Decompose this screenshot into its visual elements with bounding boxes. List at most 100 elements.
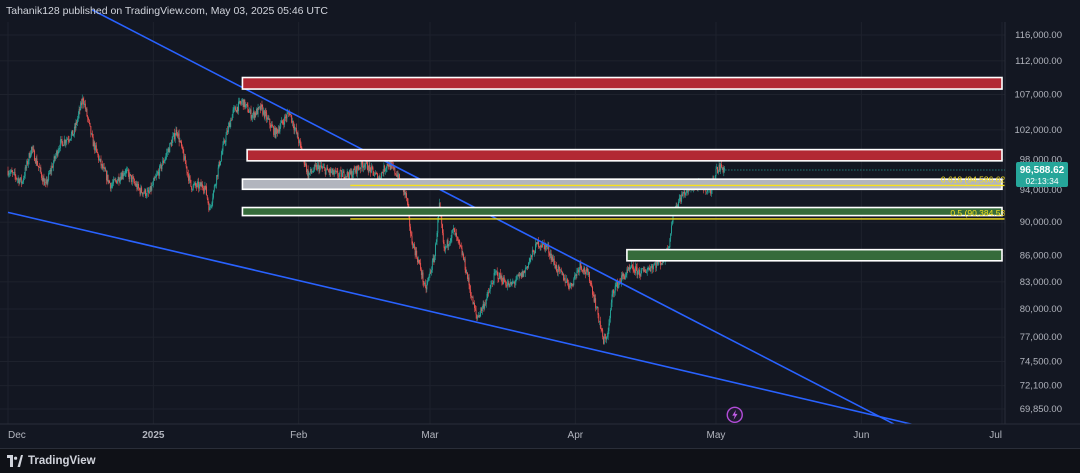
candle-body (624, 276, 626, 279)
candle-body (626, 269, 628, 275)
candle-body (627, 269, 629, 271)
candle-body (113, 179, 114, 184)
candle-body (9, 173, 11, 175)
candle-body (435, 244, 436, 257)
candle-body (299, 140, 301, 144)
fib-label: 0.618 (94,586.62) (941, 174, 1008, 184)
candle-body (582, 271, 584, 272)
candle-body (23, 175, 25, 178)
candle-body (653, 264, 655, 266)
candle-body (205, 185, 207, 187)
candle-body (116, 180, 118, 184)
candle-body (267, 117, 269, 120)
candle-body (60, 139, 62, 141)
candle-body (101, 164, 103, 166)
candle-body (163, 160, 165, 163)
candle-body (679, 198, 681, 199)
candle-body (381, 172, 382, 178)
candle-body (191, 186, 193, 190)
candle-body (397, 174, 399, 180)
candle-body (651, 266, 653, 267)
candle-body (527, 266, 529, 268)
candle-body (46, 179, 48, 184)
candle-body (396, 174, 398, 177)
candle-body (239, 101, 241, 104)
candle-body (556, 265, 558, 272)
candle-body (460, 244, 461, 247)
candle-body (284, 116, 286, 118)
candle-body (70, 138, 71, 140)
candle-body (312, 171, 314, 173)
candle-body (215, 184, 217, 186)
candle-body (586, 268, 588, 271)
candle-body (517, 275, 519, 277)
candle-body (295, 127, 297, 129)
candle-body (394, 167, 396, 174)
candle-body (671, 222, 673, 226)
price-tick-label: 102,000.00 (1014, 125, 1062, 136)
time-tick-label: Jul (989, 430, 1002, 441)
candle-body (644, 269, 646, 272)
candle-body (238, 101, 240, 102)
candle-body (678, 201, 679, 207)
candle-body (492, 283, 493, 284)
candle-body (520, 273, 522, 278)
candle-body (433, 258, 435, 262)
price-tick-label: 90,000.00 (1020, 217, 1062, 228)
candle-body (592, 294, 594, 296)
candle-body (320, 165, 322, 168)
candle-body (597, 306, 599, 315)
candle-body (159, 164, 161, 166)
candle-body (34, 160, 36, 163)
candle-body (426, 283, 428, 290)
candle-body (170, 142, 171, 144)
price-chart[interactable]: 0.618 (94,586.62) 0.5 (90,384.53) 116,000.… (0, 0, 1080, 448)
candle-body (560, 269, 561, 271)
candle-body (194, 182, 196, 185)
tradingview-brand[interactable]: TradingView (28, 455, 96, 467)
candle-body (123, 173, 125, 175)
candle-body (98, 159, 100, 161)
candle-body (498, 278, 500, 280)
candle-body (563, 277, 565, 281)
candle-body (622, 273, 624, 277)
candle-body (105, 170, 107, 172)
candle-body (544, 244, 546, 250)
candle-body (393, 167, 395, 169)
candle-body (193, 184, 195, 185)
candle-body (129, 174, 131, 180)
tradingview-logo-icon[interactable] (7, 455, 23, 467)
candle-body (191, 189, 193, 191)
candle-body (615, 284, 617, 287)
candle-body (274, 127, 275, 135)
candle-body (266, 117, 268, 120)
candle-body (131, 177, 133, 182)
candle-body (370, 167, 372, 173)
candle-body (8, 173, 10, 176)
candle-body (39, 167, 41, 169)
candle-body (226, 130, 228, 135)
candle-body (510, 282, 511, 284)
candle-body (470, 295, 472, 298)
candle-body (93, 142, 95, 147)
candle-body (495, 271, 497, 273)
candle-body (33, 148, 35, 151)
candle-body (342, 172, 343, 178)
candle-body (453, 228, 455, 230)
candle-body (44, 182, 46, 186)
candle-body (216, 175, 218, 177)
candle-body (685, 188, 687, 193)
candle-body (230, 119, 232, 127)
candle-body (175, 129, 177, 136)
candle-body (259, 106, 261, 108)
candle-body (15, 175, 17, 179)
candle-body (494, 272, 496, 274)
candle-body (253, 111, 255, 118)
candle-body (334, 170, 336, 174)
candle-body (620, 275, 622, 283)
candle-body (423, 281, 425, 285)
candle-body (409, 226, 411, 234)
candle-body (645, 271, 647, 273)
candle-body (122, 172, 124, 177)
candle-body (456, 233, 458, 237)
